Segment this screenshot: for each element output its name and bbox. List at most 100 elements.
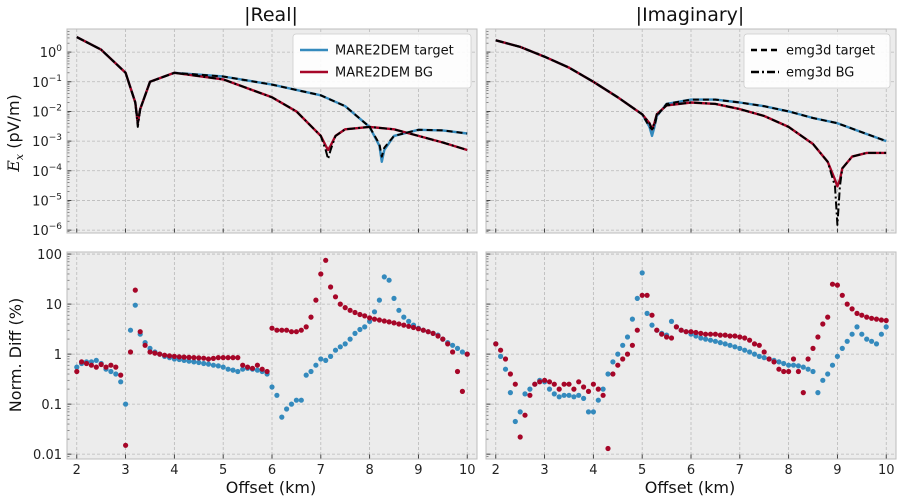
point-target (323, 357, 329, 363)
point-target (220, 364, 226, 370)
point-background (108, 362, 114, 368)
point-target (610, 359, 616, 365)
point-background (605, 445, 611, 452)
point-background (815, 334, 821, 340)
point-background (230, 355, 236, 361)
point-target (864, 336, 870, 342)
point-background (279, 327, 285, 333)
point-background (98, 361, 104, 368)
point-background (751, 341, 758, 347)
point-background (756, 342, 762, 348)
point-target (756, 353, 762, 359)
point-target (566, 392, 572, 398)
point-target (522, 391, 528, 397)
point-target (761, 355, 767, 361)
point-background (820, 321, 826, 327)
point-background (137, 329, 143, 335)
point-target (707, 337, 714, 343)
point-target (274, 392, 280, 398)
point-target (751, 351, 758, 357)
point-background (347, 307, 353, 313)
point-target (732, 344, 738, 350)
point-background (537, 379, 543, 385)
point-background (376, 317, 382, 323)
point-background (259, 366, 265, 372)
point-target (590, 409, 597, 415)
point-target (401, 314, 407, 320)
point-target (600, 386, 606, 392)
point-target (776, 359, 782, 365)
point-background (191, 355, 197, 361)
series-line-emg3d-target (76, 36, 468, 158)
ylabel-top: Ex (pV/m) (4, 94, 26, 173)
point-target (869, 338, 875, 344)
point-target (815, 390, 821, 396)
point-background (201, 355, 207, 361)
point-background (747, 337, 753, 343)
x-tick-label: 3 (121, 463, 129, 478)
point-target (352, 330, 358, 336)
point-background (590, 381, 597, 387)
point-target (235, 368, 241, 375)
title-real: |Real| (244, 4, 298, 26)
x-tick-label: 2 (492, 463, 500, 478)
point-background (561, 381, 567, 387)
point-target (883, 324, 889, 330)
point-background (805, 356, 811, 362)
point-background (410, 324, 417, 331)
point-background (328, 284, 334, 290)
ylabel-bottom: Norm. Diff (%) (6, 298, 25, 412)
point-background (600, 392, 606, 398)
point-background (644, 292, 650, 298)
legend-label: MARE2DEM BG (335, 66, 433, 81)
point-background (74, 368, 80, 375)
point-target (571, 394, 577, 400)
point-background (522, 412, 528, 418)
point-background (103, 364, 109, 370)
point-target (517, 409, 523, 415)
point-background (352, 309, 358, 316)
point-background (303, 324, 309, 330)
legend: MARE2DEM target MARE2DEM BG (292, 33, 472, 89)
point-background (142, 342, 148, 348)
point-target (498, 353, 504, 359)
point-background (800, 390, 806, 396)
x-tick-label: 5 (638, 463, 646, 478)
point-background (693, 329, 699, 336)
point-background (502, 356, 509, 362)
point-background (381, 318, 387, 324)
point-background (215, 355, 221, 361)
point-target (113, 371, 119, 377)
x-tick-label: 8 (784, 463, 792, 478)
point-background (546, 379, 553, 385)
point-target (284, 406, 290, 412)
point-target (376, 297, 382, 303)
point-background (839, 292, 845, 298)
point-background (313, 297, 319, 303)
point-background (854, 310, 860, 316)
point-target (196, 359, 202, 366)
point-background (245, 364, 251, 370)
point-background (396, 321, 402, 327)
point-background (825, 314, 831, 320)
point-target (703, 336, 709, 342)
point-background (639, 292, 645, 298)
point-target (605, 371, 611, 377)
point-target (459, 349, 465, 355)
point-background (844, 301, 850, 307)
point-target (825, 371, 831, 377)
point-target (74, 364, 80, 370)
point-background (176, 354, 182, 360)
point-background (849, 306, 855, 312)
point-target (561, 392, 567, 398)
point-target (191, 359, 197, 365)
point-target (288, 401, 295, 407)
x-tick-label: 6 (687, 463, 695, 478)
point-target (629, 316, 636, 322)
point-background (712, 331, 719, 337)
point-background (401, 322, 407, 328)
point-background (205, 356, 212, 362)
x-tick-label: 4 (589, 463, 597, 478)
point-background (93, 364, 99, 370)
point-background (254, 362, 260, 368)
